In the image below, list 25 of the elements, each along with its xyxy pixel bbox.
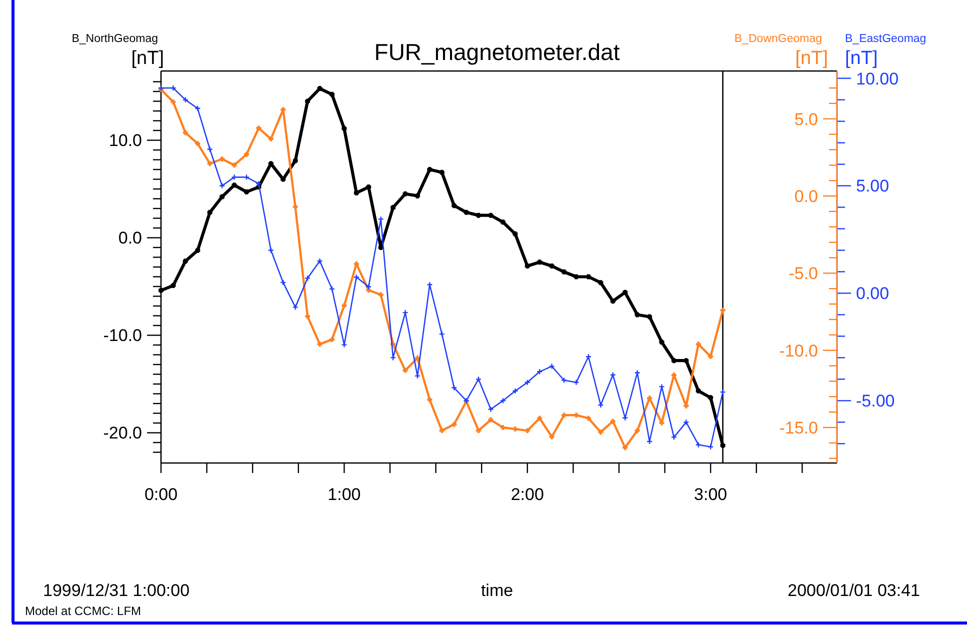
x-tick-label: 0:00 (144, 485, 178, 504)
y-tick-label: 0.0 (118, 228, 142, 248)
x-tick-label: 2:00 (510, 485, 544, 504)
x-tick-label: 1:00 (328, 485, 361, 504)
y2-tick-label: -15.0 (779, 418, 818, 438)
y2-tick-label: 0.0 (794, 186, 818, 206)
y3-tick-label: -5.00 (856, 392, 895, 411)
text: Model at CCMC: LFM (25, 604, 142, 618)
y-tick-label: 10.0 (108, 131, 142, 150)
y3-tick-label: 10.00 (856, 69, 899, 88)
x-tick-label: 3:00 (694, 485, 728, 504)
chart-title: FUR_magnetometer.dat (374, 39, 620, 65)
text: 1999/12/31 1:00:00 (43, 581, 190, 600)
y2-tick-label: 5.0 (794, 110, 818, 129)
y-tick-label: -10.0 (103, 326, 142, 346)
y2-tick-label: -10.0 (779, 341, 818, 360)
y-tick-label: -20.0 (103, 424, 142, 443)
y2-axis-title: B_DownGeomag [nT] (734, 33, 828, 69)
y-axis-title: B_NorthGeomag [nT] (72, 33, 164, 69)
y3-axis-title: B_EastGeomag [nT] (845, 33, 926, 69)
text: 2000/01/01 03:41 (788, 581, 920, 600)
y2-tick-label: -5.0 (788, 264, 818, 284)
x-axis-title: time (480, 581, 514, 600)
y3-tick-label: 0.00 (856, 284, 890, 304)
y3-tick-label: 5.00 (856, 176, 890, 196)
